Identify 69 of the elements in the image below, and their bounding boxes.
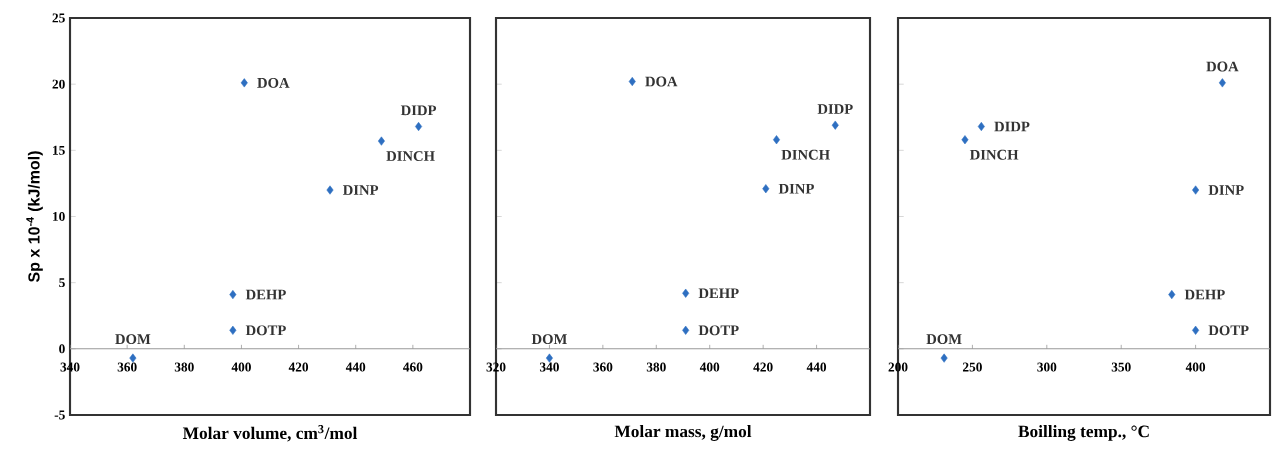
y-tick-label: 25	[52, 13, 65, 23]
annotation: DINCH	[969, 149, 1019, 160]
x-tick-label: 400	[231, 362, 251, 372]
annotation: DIDP	[400, 105, 437, 116]
y-axis-title: Sp x 10$^{-4}$ (kJ/mol)	[26, 151, 43, 283]
point	[773, 135, 780, 145]
annotation: DIDP	[994, 121, 1030, 132]
point	[1192, 325, 1200, 335]
point	[229, 325, 237, 335]
y-tick-label: 10	[53, 212, 65, 221]
annotation: DOTP	[245, 325, 286, 336]
x-tick-label: 440	[345, 362, 366, 372]
y-tick-label: 0	[59, 344, 65, 354]
annotation: DIDP	[817, 104, 853, 114]
x-tick-label: 380	[646, 362, 666, 372]
annotation: DINP	[1208, 185, 1244, 195]
x-tick-label: 340	[539, 362, 559, 372]
x-axis-title: Boilling temp., °C	[1018, 425, 1149, 441]
annotation: DEHP	[698, 288, 739, 299]
annotation: DOA	[645, 76, 678, 87]
y-tick-label: 5	[59, 278, 65, 288]
x-tick-label: 300	[1037, 362, 1057, 372]
point	[977, 121, 985, 132]
point	[1192, 185, 1200, 195]
point	[545, 353, 553, 363]
point	[1168, 290, 1176, 300]
x-tick-label: 400	[699, 362, 720, 372]
point	[129, 353, 137, 363]
point	[940, 353, 948, 363]
y-tick-label: 20	[52, 79, 65, 89]
x-tick-label: 360	[593, 362, 613, 372]
annotation: DINCH	[386, 151, 435, 161]
point	[831, 120, 839, 130]
annotation: DEHP	[1184, 289, 1225, 300]
point	[762, 184, 770, 194]
y-tick-label: -5	[54, 410, 65, 420]
x-tick-label: 460	[403, 362, 423, 372]
x-tick-label: 380	[174, 362, 194, 372]
point	[1218, 78, 1226, 88]
point	[229, 290, 237, 300]
x-axis-title: Molar mass, g/mol	[614, 425, 752, 441]
point	[682, 325, 690, 335]
x-tick-label: 250	[962, 362, 982, 372]
point	[240, 78, 248, 88]
point	[628, 76, 636, 87]
annotation: DOA	[1206, 61, 1239, 72]
point	[377, 136, 385, 146]
x-tick-label: 360	[117, 362, 137, 372]
annotation: DINP	[342, 185, 379, 195]
point	[682, 288, 690, 298]
annotation: DINP	[778, 183, 814, 194]
annotation: DOTP	[698, 325, 739, 336]
x-tick-label: 420	[753, 362, 773, 372]
annotation: DOTP	[1208, 325, 1249, 336]
annotation: DINCH	[781, 149, 830, 160]
x-axis-title: Molar volume, cm$^{3}$/mol	[182, 425, 358, 442]
annotation: DOM	[115, 334, 151, 345]
annotation: DOA	[257, 77, 290, 88]
x-tick-label: 400	[1185, 362, 1206, 372]
x-tick-label: 350	[1111, 362, 1131, 372]
annotation: DOM	[531, 334, 567, 345]
y-tick-label: 15	[53, 145, 65, 155]
x-tick-label: 420	[288, 362, 309, 372]
annotation: DOM	[926, 334, 962, 345]
point	[415, 121, 423, 132]
point	[961, 135, 969, 145]
x-tick-label: 440	[806, 362, 827, 372]
point	[326, 185, 334, 195]
annotation: DEHP	[245, 289, 286, 300]
